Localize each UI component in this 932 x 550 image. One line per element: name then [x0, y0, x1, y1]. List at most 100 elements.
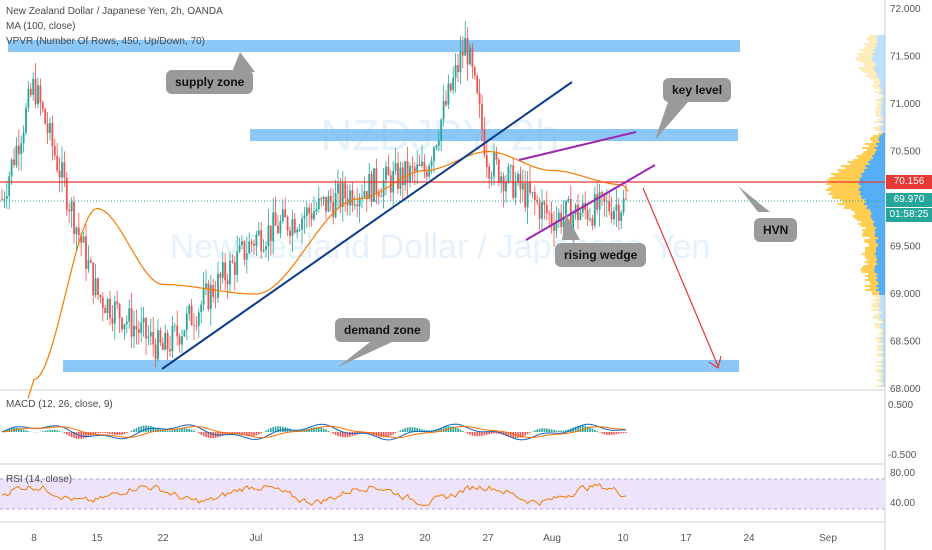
candle-body: [320, 198, 323, 200]
demand-zone-callout[interactable]: demand zone: [335, 318, 430, 342]
price-axis[interactable]: 72.00071.50071.00070.50070.00069.50069.0…: [888, 4, 921, 509]
ma-legend[interactable]: MA (100, close): [6, 21, 76, 32]
macd-hist-bar: [210, 432, 212, 439]
vp-bar-down: [876, 45, 885, 47]
candle-body: [63, 162, 66, 178]
macd-hist-bar: [315, 427, 318, 432]
projection-arrow[interactable]: [642, 187, 719, 367]
vp-bar-down: [858, 189, 885, 191]
supply-zone-callout[interactable]: supply zone: [166, 70, 254, 94]
candle-body: [553, 224, 555, 231]
vp-bar-up: [877, 349, 882, 351]
candle-body: [130, 308, 133, 337]
wedge-lower-line[interactable]: [525, 164, 656, 241]
vp-bar-down: [878, 41, 885, 43]
candle-body: [377, 193, 380, 197]
vp-bar-up: [877, 319, 882, 321]
candle-body: [322, 196, 325, 200]
macd-hist-bar: [606, 432, 608, 435]
candle-body: [471, 47, 474, 68]
candle-body: [123, 324, 126, 330]
candle-body: [140, 322, 143, 333]
vp-bar-down: [883, 95, 885, 97]
macd-hist-bar: [457, 428, 459, 432]
vp-bar-down: [873, 67, 885, 69]
macd-hist-bar: [51, 429, 54, 432]
vp-bar-down: [875, 251, 885, 253]
supply-zone-rect[interactable]: [8, 40, 740, 52]
candle-body: [622, 198, 625, 213]
wedge-upper-line[interactable]: [518, 131, 637, 161]
macd-hist-bar: [238, 432, 241, 435]
candle-body: [401, 167, 404, 186]
macd-hist-bar: [332, 432, 334, 434]
vp-bar-down: [880, 107, 885, 109]
candle-body: [385, 166, 387, 181]
demand-zone-rect[interactable]: [63, 360, 739, 372]
candle-body: [37, 85, 39, 105]
vp-bar-down: [876, 75, 885, 77]
macd-hist-bar: [198, 432, 200, 434]
vp-bar-up: [878, 131, 883, 133]
candle-body: [154, 344, 157, 360]
vpvr-legend[interactable]: VPVR (Number Of Rows, 450, Up/Down, 70): [6, 36, 205, 47]
vp-bar-down: [876, 249, 885, 251]
rsi-legend[interactable]: RSI (14, close): [6, 474, 73, 485]
macd-hist-bar: [608, 432, 610, 436]
vp-bar-up: [873, 295, 880, 297]
key-level-callout[interactable]: key level: [663, 78, 732, 102]
time-axis[interactable]: 8 15 22 Jul 13 20 27 Aug 10 17 24 Sep: [31, 533, 837, 544]
candle-body: [445, 101, 447, 105]
vp-bar-up: [865, 247, 877, 249]
vp-bar-up: [859, 67, 874, 69]
rising-wedge-callout[interactable]: rising wedge: [555, 243, 647, 267]
vp-bar-down: [882, 331, 885, 333]
countdown-label: 01:58:25: [886, 208, 932, 222]
symbol-title[interactable]: New Zealand Dollar / Japanese Yen, 2h, O…: [6, 6, 223, 17]
macd-hist-bar: [212, 432, 214, 439]
vp-bar-up: [866, 149, 877, 151]
vp-bar-down: [880, 313, 885, 315]
candle-body: [305, 207, 308, 216]
vp-bar-up: [869, 237, 879, 239]
time-tick-label: Sep: [819, 533, 837, 544]
macd-hist-bar: [507, 432, 510, 437]
vp-bar-down: [872, 157, 885, 159]
candle-body: [517, 173, 519, 183]
vp-bar-up: [865, 249, 877, 251]
hvn-callout[interactable]: HVN: [754, 218, 798, 242]
candle-body: [248, 241, 251, 254]
candle-body: [596, 194, 599, 210]
vp-bar-up: [870, 287, 879, 289]
candle-body: [389, 175, 392, 193]
key-level-zone-rect[interactable]: [250, 129, 738, 141]
candle-body: [325, 196, 327, 212]
candle-body: [157, 330, 159, 360]
macd-legend[interactable]: MACD (12, 26, close, 9): [6, 399, 113, 410]
macd-hist-bar: [138, 426, 140, 432]
candle-body: [315, 208, 318, 212]
vp-bar-up: [857, 157, 873, 159]
vp-bar-down: [878, 237, 885, 239]
vp-bar-down: [878, 305, 885, 307]
candle-body: [185, 313, 188, 331]
macd-hist-bar: [66, 432, 68, 435]
candle-body: [73, 201, 75, 235]
vp-bar-up: [873, 135, 880, 137]
vp-bar-down: [859, 193, 885, 195]
candle-body: [253, 243, 255, 246]
rsi-tick-label: 80.00: [890, 468, 915, 479]
vp-bar-down: [883, 383, 885, 385]
macd-hist-bar: [610, 432, 613, 435]
macd-hist-bar: [519, 432, 522, 438]
candle-body: [349, 190, 351, 206]
vp-bar-up: [856, 155, 873, 157]
candle-body: [260, 230, 263, 252]
vp-bar-up: [875, 99, 881, 101]
uptrend-line[interactable]: [161, 81, 573, 370]
vp-bar-down: [870, 215, 885, 217]
vp-bar-up: [873, 307, 881, 309]
candle-body: [272, 212, 275, 242]
macd-hist-bar: [567, 429, 570, 432]
